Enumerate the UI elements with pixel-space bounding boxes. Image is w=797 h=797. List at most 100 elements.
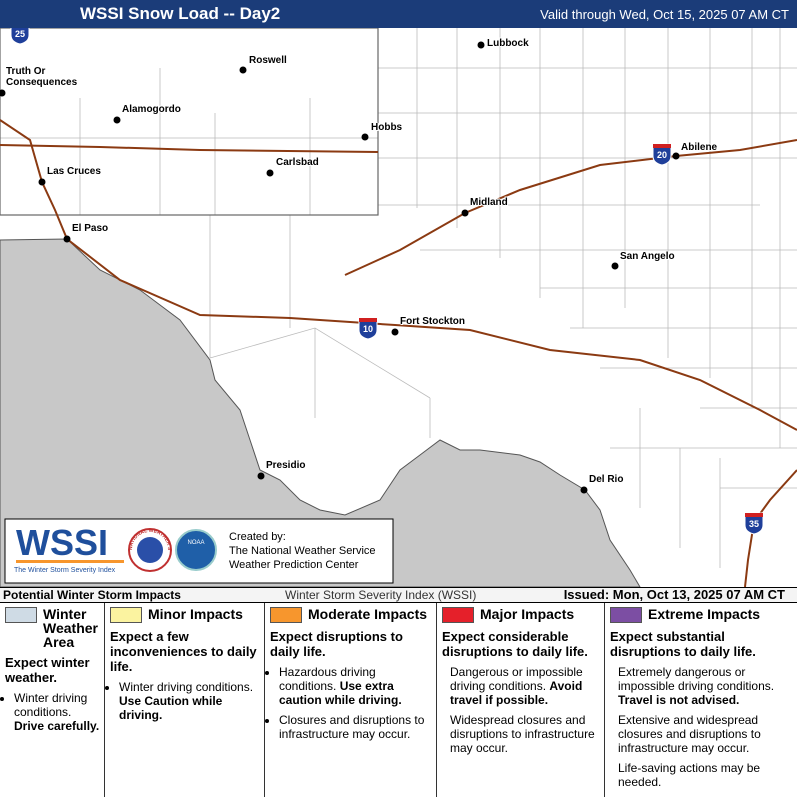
legend-swatch	[610, 607, 642, 623]
highway-shields: 25 20 10 35	[10, 28, 764, 535]
legend-swatch	[5, 607, 37, 623]
legend-header: Moderate Impacts	[270, 607, 432, 623]
legend-item-text: Widespread closures and disruptions to i…	[450, 713, 595, 755]
state-line	[0, 28, 379, 216]
legend-item: Life-saving actions may be needed.	[610, 761, 793, 789]
legend-item-text: Life-saving actions may be needed.	[618, 761, 761, 789]
credit: Weather Prediction Center	[229, 559, 359, 571]
legend: Winter Weather Area Expect winter weather…	[0, 603, 797, 797]
legend-bar: Potential Winter Storm Impacts Winter St…	[0, 587, 797, 603]
legend-column: Minor Impacts Expect a few inconveniences…	[105, 603, 265, 797]
nws-logo-core	[137, 537, 163, 563]
shield-top	[745, 513, 763, 517]
city-label: Del Rio	[589, 474, 624, 485]
city-label: Presidio	[266, 460, 306, 471]
highways	[0, 119, 797, 587]
shield	[10, 28, 30, 45]
city-dot	[63, 235, 71, 243]
legend-title: Major Impacts	[480, 606, 575, 622]
mexico	[0, 238, 641, 587]
legend-summary: Expect a few inconveniences to daily lif…	[110, 629, 257, 674]
legend-bar-center: Winter Storm Severity Index (WSSI)	[285, 588, 477, 602]
logo-acronym: WSSI	[16, 522, 108, 563]
legend-column: Moderate Impacts Expect disruptions to da…	[265, 603, 437, 797]
city-dot	[257, 472, 265, 480]
noaa-text: NOAA	[187, 540, 204, 546]
legend-bar-left: Potential Winter Storm Impacts	[3, 588, 181, 602]
city-label: Hobbs	[371, 122, 403, 133]
legend-item-text: Closures and disruptions to infrastructu…	[279, 713, 425, 741]
legend-item-emphasis: Use extra caution while driving.	[279, 679, 402, 707]
shield	[652, 143, 672, 166]
header: WSSI Snow Load -- Day2 Valid through Wed…	[0, 0, 797, 28]
city-label: El Paso	[72, 223, 109, 234]
logo-tagline: The Winter Storm Severity Index	[14, 567, 116, 574]
legend-header: Minor Impacts	[110, 607, 260, 623]
city-dot	[38, 178, 46, 186]
legend-item: Hazardous driving conditions. Use extra …	[279, 665, 432, 707]
shield	[744, 512, 764, 535]
city-label: San Angelo	[620, 251, 675, 262]
shield-top	[359, 318, 377, 322]
city-dot	[461, 209, 469, 217]
legend-title: Winter Weather Area	[43, 606, 98, 650]
city-dot	[361, 133, 369, 141]
legend-summary: Expect substantial disruptions to daily …	[610, 629, 756, 659]
legend-header: Major Impacts	[442, 607, 600, 623]
legend-item-emphasis: Use Caution while driving.	[119, 694, 223, 722]
legend-summary: Expect disruptions to daily life.	[270, 629, 403, 659]
shield-number: 25	[15, 29, 25, 39]
city-label: Lubbock	[487, 38, 529, 49]
shield-number: 10	[363, 324, 373, 334]
title: WSSI Snow Load -- Day2	[80, 4, 281, 23]
legend-column: Major Impacts Expect considerable disrupt…	[437, 603, 605, 797]
legend-swatch	[270, 607, 302, 623]
legend-item-emphasis: Travel is not advised.	[618, 693, 740, 707]
legend-item: Extensive and widespread closures and di…	[610, 713, 793, 755]
city-dot	[113, 116, 121, 124]
city-label: Midland	[470, 197, 508, 208]
legend-title: Minor Impacts	[148, 606, 243, 622]
legend-item-emphasis: Avoid travel if possible.	[450, 679, 583, 707]
credit: The National Weather Service	[229, 545, 376, 557]
city-dot	[239, 66, 247, 74]
legend-list: Hazardous driving conditions. Use extra …	[270, 665, 432, 741]
legend-item-text: Extremely dangerous or impossible drivin…	[618, 665, 775, 693]
legend-item: Widespread closures and disruptions to i…	[442, 713, 600, 755]
legend-item-text: Dangerous or impossible driving conditio…	[450, 665, 583, 693]
city-label: Alamogordo	[122, 104, 181, 115]
legend-summary: Expect considerable disruptions to daily…	[442, 629, 588, 659]
shield-number: 20	[657, 150, 667, 160]
city-dot	[672, 152, 680, 160]
legend-header: Extreme Impacts	[610, 607, 793, 623]
legend-header: Winter Weather Area	[5, 607, 100, 649]
legend-item: Winter driving conditions. Drive careful…	[14, 691, 100, 733]
city-label: Abilene	[681, 142, 718, 153]
issued-time: Issued: Mon, Oct 13, 2025 07 AM CT	[563, 587, 785, 602]
city-label: Carlsbad	[276, 157, 319, 168]
city-label: Roswell	[249, 55, 287, 66]
legend-list: Winter driving conditions. Drive careful…	[5, 691, 100, 733]
legend-column: Winter Weather Area Expect winter weather…	[0, 603, 105, 797]
map: 25 20 10 35 WSSI The Winter Storm Severity …	[0, 28, 797, 587]
shield-number: 35	[749, 519, 759, 529]
legend-swatch	[110, 607, 142, 623]
county-lines	[0, 28, 797, 568]
city-dot	[266, 169, 274, 177]
legend-title: Moderate Impacts	[308, 606, 428, 622]
city-dot	[580, 486, 588, 494]
legend-item: Dangerous or impossible driving conditio…	[442, 665, 600, 707]
legend-swatch	[442, 607, 474, 623]
legend-item: Closures and disruptions to infrastructu…	[279, 713, 432, 741]
legend-item-text: Hazardous driving conditions.	[279, 665, 376, 693]
noaa-logo	[175, 529, 217, 571]
city-dot	[477, 41, 485, 49]
logo-stripe	[16, 560, 124, 563]
city-dot	[611, 262, 619, 270]
legend-column: Extreme Impacts Expect substantial disrup…	[605, 603, 797, 797]
city-dot	[391, 328, 399, 336]
legend-title: Extreme Impacts	[648, 606, 761, 622]
legend-item-text: Winter driving conditions.	[14, 691, 88, 719]
city-dot	[0, 89, 6, 97]
shield-top	[653, 144, 671, 148]
